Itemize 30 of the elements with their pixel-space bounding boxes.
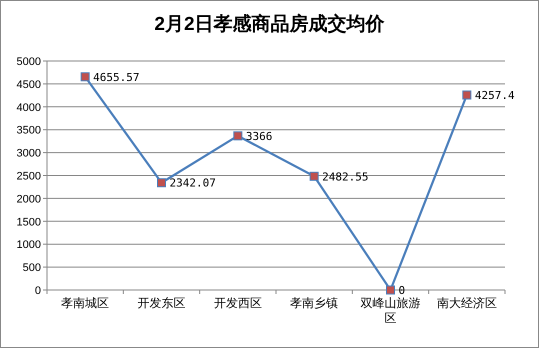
data-label: 4257.4 — [474, 89, 515, 102]
y-tick-label: 2500 — [16, 170, 41, 182]
x-tick-label: 孝南城区 — [61, 296, 110, 310]
y-tick-label: 2000 — [16, 193, 41, 206]
x-tick-label: 开发西区 — [214, 296, 262, 310]
x-tick-label: 双峰山旅游区 — [360, 296, 420, 325]
point — [157, 178, 166, 188]
chart-title: 2月2日孝感商品房成交均价 — [154, 13, 386, 35]
data-label: 2342.07 — [170, 176, 216, 190]
y-tick-label: 4500 — [16, 78, 41, 91]
y-tick-label: 0 — [34, 285, 41, 297]
point — [386, 286, 395, 294]
data-label: 0 — [398, 284, 406, 297]
y-tick-label: 5000 — [16, 56, 41, 68]
data-label: 3366 — [246, 130, 272, 143]
x-tick-label: 开发东区 — [138, 296, 186, 310]
y-tick-label: 3500 — [16, 124, 41, 137]
y-tick-label: 4000 — [16, 102, 41, 114]
y-tick-label: 1500 — [16, 216, 41, 228]
y-tick-label: 1000 — [16, 239, 41, 252]
point — [462, 90, 472, 100]
point — [233, 131, 242, 140]
y-tick-label: 500 — [22, 262, 41, 274]
data-label: 2482.55 — [322, 170, 369, 184]
y-tick-label: 3000 — [16, 148, 41, 160]
point — [80, 72, 90, 82]
data-label: 4655.57 — [93, 70, 140, 84]
x-tick-label: 南大经济区 — [436, 296, 497, 310]
x-tick-label: 孝南乡镇 — [290, 296, 338, 310]
point — [310, 172, 319, 181]
